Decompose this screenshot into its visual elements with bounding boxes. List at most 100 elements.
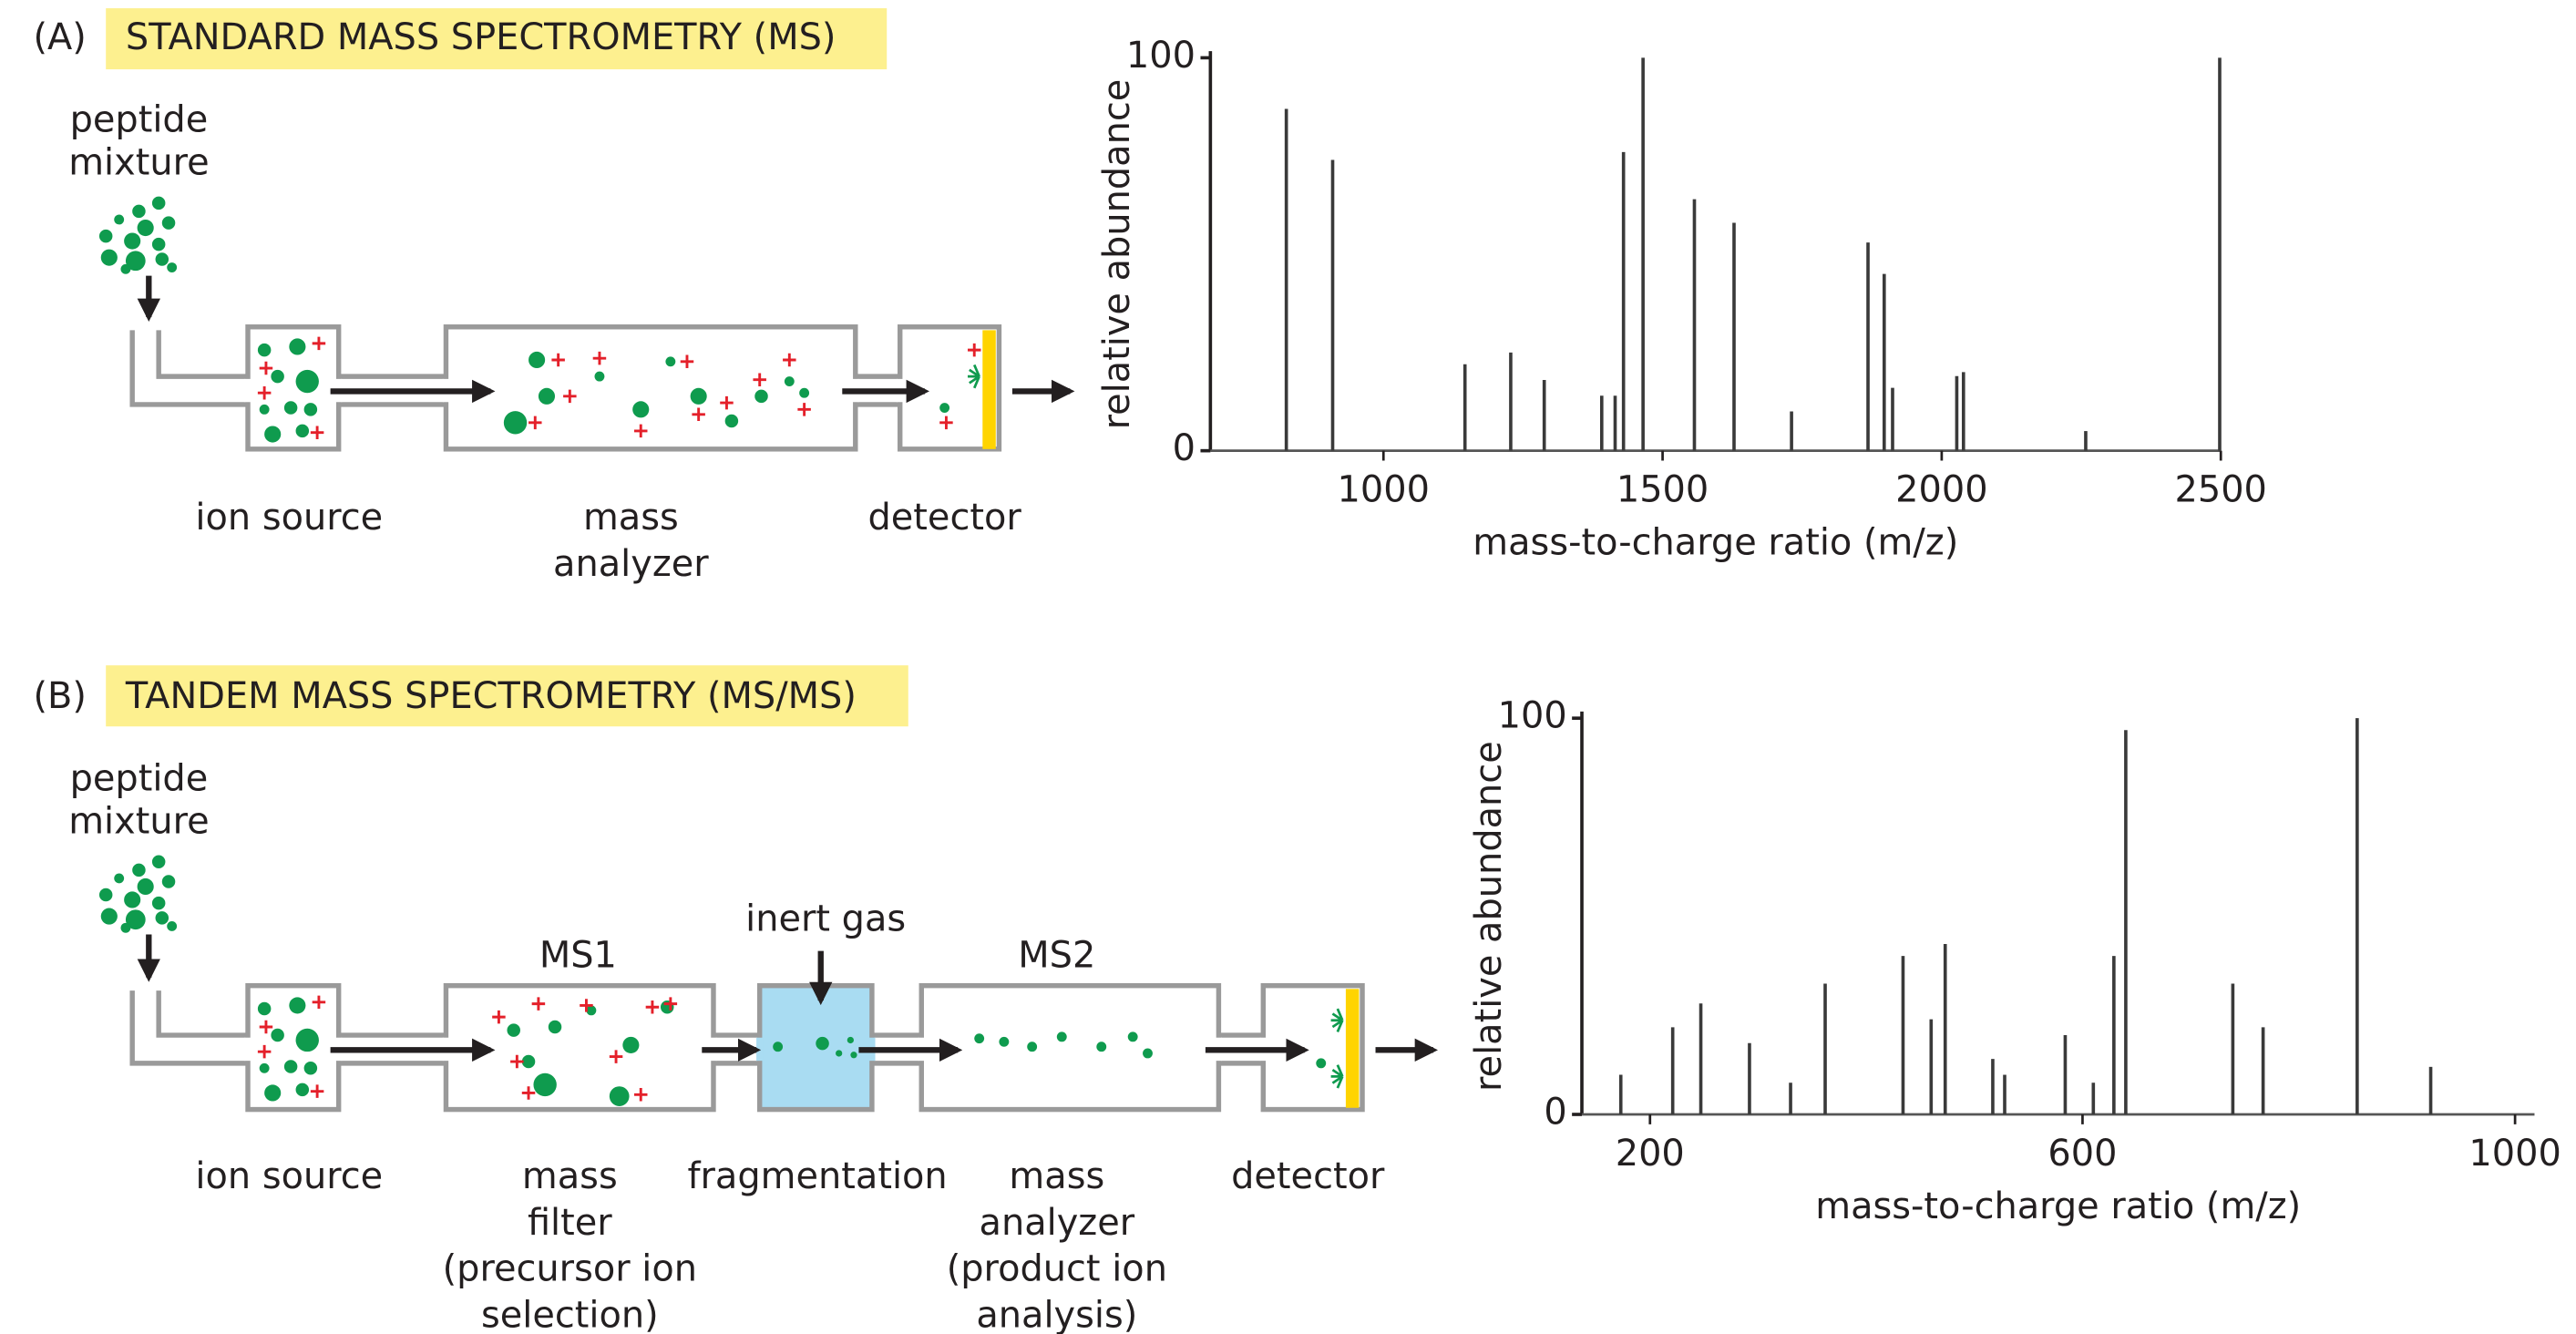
molecule: [289, 338, 306, 355]
molecule: [155, 252, 169, 266]
molecule: [151, 855, 166, 869]
label: detector: [1231, 1155, 1385, 1197]
molecule: [151, 896, 166, 910]
molecule: [773, 1042, 784, 1052]
molecule: [660, 1000, 674, 1014]
molecule: [295, 1083, 310, 1097]
x-tick-label: 1000: [1338, 468, 1430, 510]
charge: [492, 1010, 506, 1024]
y-axis-label: relative abundance: [1468, 741, 1510, 1092]
molecule: [939, 403, 950, 413]
label: ion source: [195, 1155, 383, 1197]
molecule: [161, 875, 176, 888]
label: (A): [33, 16, 86, 58]
molecule: [137, 219, 154, 237]
charge: [720, 395, 734, 410]
molecule: [151, 196, 166, 210]
signal: [967, 364, 980, 389]
charge: [551, 353, 565, 367]
molecule: [100, 908, 118, 925]
molecule: [289, 997, 306, 1014]
molecule: [999, 1036, 1010, 1047]
molecule: [521, 1054, 536, 1069]
label: filter: [528, 1202, 612, 1244]
charge: [257, 385, 272, 400]
molecule: [586, 1005, 597, 1016]
x-tick-label: 1500: [1616, 468, 1709, 510]
charge: [580, 999, 593, 1012]
label: mass: [522, 1155, 618, 1197]
molecule: [594, 371, 605, 382]
charge: [521, 1086, 536, 1100]
inlet: [129, 990, 249, 1066]
charge: [257, 1044, 272, 1059]
ms2-chamber: [919, 982, 1222, 1113]
molecule: [124, 891, 141, 908]
molecule: [283, 1060, 298, 1073]
charge: [645, 1000, 660, 1014]
charge: [531, 997, 546, 1011]
molecule: [622, 1036, 640, 1053]
molecule: [529, 351, 546, 369]
x-axis-label: mass-to-charge ratio (m/z): [1815, 1185, 2301, 1227]
label: peptide: [70, 99, 209, 141]
molecule: [155, 911, 169, 925]
molecule: [1316, 1058, 1327, 1069]
molecule: [974, 1033, 985, 1044]
charge: [692, 407, 705, 422]
molecule: [114, 873, 125, 884]
charge: [797, 403, 811, 416]
molecule: [259, 1062, 270, 1073]
molecule: [125, 251, 146, 272]
y-tick-label: 0: [1544, 1092, 1566, 1134]
charge: [633, 1088, 648, 1102]
label: ion source: [195, 497, 383, 539]
y-axis-label: relative abundance: [1096, 79, 1138, 430]
molecule: [98, 888, 113, 902]
charge: [310, 426, 324, 439]
label: analysis): [976, 1294, 1137, 1334]
molecule: [264, 1084, 282, 1102]
molecule: [303, 403, 318, 416]
molecule: [548, 1020, 562, 1034]
molecule: [850, 1052, 857, 1059]
label: (precursor ion: [443, 1248, 697, 1290]
molecule: [799, 387, 810, 398]
y-tick-label: 100: [1498, 695, 1567, 737]
charge: [663, 997, 678, 1011]
charge: [939, 416, 953, 430]
label: (B): [33, 675, 86, 717]
charge: [563, 389, 577, 404]
label: detector: [867, 497, 1021, 539]
charge: [310, 1084, 324, 1098]
molecule: [100, 249, 118, 266]
molecule: [264, 426, 282, 443]
molecule: [259, 404, 270, 415]
molecule: [295, 424, 310, 438]
signal: [1330, 1064, 1344, 1089]
label: STANDARD MASS SPECTROMETRY (MS): [126, 16, 836, 58]
charge: [312, 336, 326, 351]
charge: [680, 354, 694, 369]
molecule: [784, 376, 795, 386]
molecule: [151, 237, 166, 251]
label: fragmentation: [688, 1155, 948, 1197]
x-tick-label: 2000: [1895, 468, 1987, 510]
charge: [783, 353, 796, 367]
x-tick-label: 600: [2047, 1133, 2117, 1175]
tube: [338, 1032, 1264, 1066]
y-tick-label: 0: [1173, 427, 1196, 469]
molecule: [1056, 1031, 1067, 1042]
molecule: [724, 414, 739, 428]
x-tick-label: 1000: [2468, 1133, 2561, 1175]
instrument-diagram: [106, 8, 1439, 1113]
label: MS2: [1018, 934, 1095, 976]
molecule: [295, 369, 319, 394]
charge: [312, 995, 326, 1010]
label: mass: [1009, 1155, 1104, 1197]
y-tick-label: 100: [1126, 35, 1196, 77]
label: mass: [583, 497, 679, 539]
molecule: [283, 401, 298, 415]
molecule: [609, 1086, 630, 1106]
